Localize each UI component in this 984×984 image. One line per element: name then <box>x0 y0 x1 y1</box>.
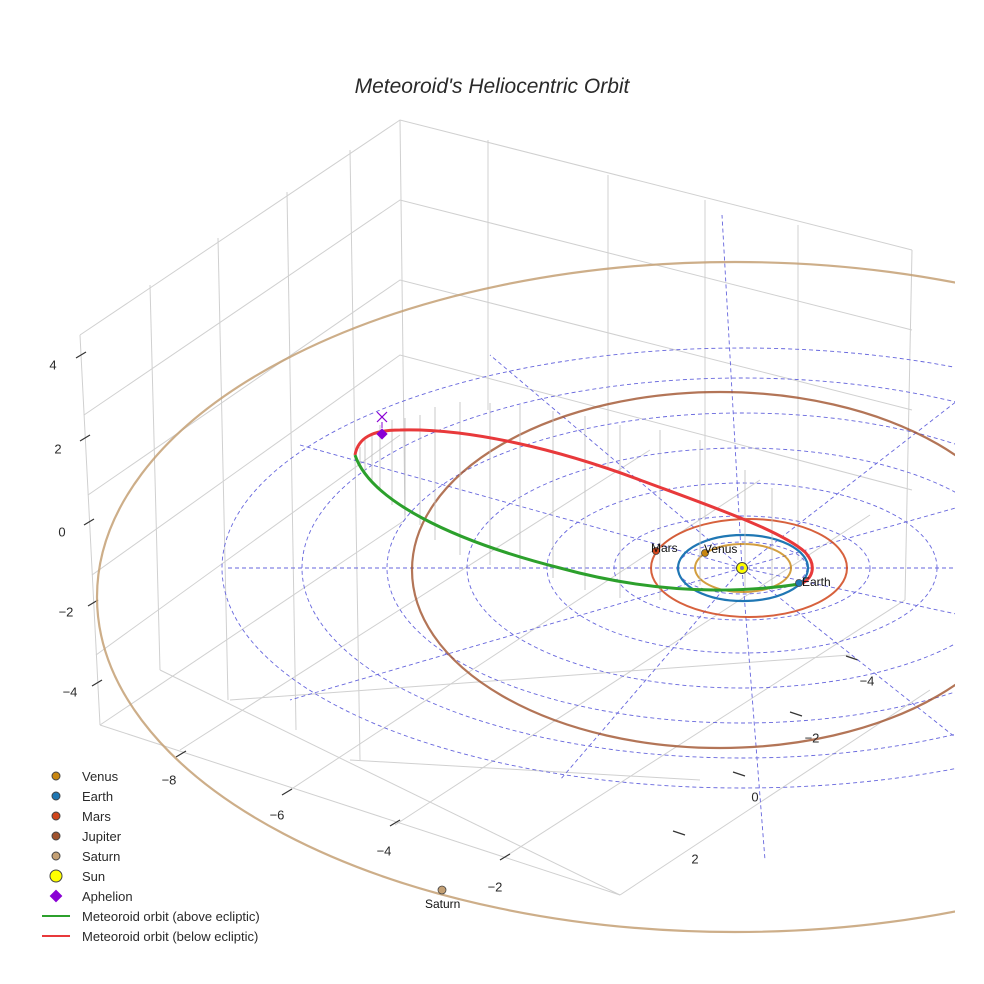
earth-marker[interactable] <box>795 579 803 587</box>
z-tick-label: 2 <box>54 441 62 457</box>
legend-label: Saturn <box>82 848 121 864</box>
x-tick-label: −6 <box>269 807 285 823</box>
legend-label: Jupiter <box>82 828 122 844</box>
legend-item-saturn[interactable]: Saturn <box>38 846 260 866</box>
legend-label: Venus <box>82 768 119 784</box>
mars-orbit <box>650 518 848 618</box>
aphelion-marker[interactable] <box>376 411 388 440</box>
venus-orbit <box>694 543 792 593</box>
y-tick-label: −2 <box>804 730 820 746</box>
x-tick-label: −8 <box>161 772 177 788</box>
saturn-orbit <box>96 261 955 933</box>
legend-label: Mars <box>82 808 111 824</box>
planet-orbits <box>96 261 955 933</box>
legend-item-sun[interactable]: Sun <box>38 866 260 886</box>
legend-label: Meteoroid orbit (below ecliptic) <box>82 928 259 944</box>
legend-label: Sun <box>82 868 106 884</box>
axis-ticks <box>75 351 859 861</box>
sun-dot-icon <box>49 869 63 883</box>
meteoroid-drop-lines <box>359 402 773 600</box>
z-tick-label: −4 <box>62 684 78 700</box>
meteoroid-orbit-above[interactable] <box>353 454 801 592</box>
legend-item-aphelion[interactable]: Aphelion <box>38 886 260 906</box>
venus-marker[interactable] <box>701 549 709 557</box>
earth-dot-icon <box>51 791 61 801</box>
z-tick-label: 0 <box>58 524 66 540</box>
legend: Venus Earth Mars Jupiter Saturn Sun Aphe… <box>38 766 260 946</box>
legend-label: Earth <box>82 788 114 804</box>
jupiter-orbit <box>410 390 955 750</box>
legend-item-jupiter[interactable]: Jupiter <box>38 826 260 846</box>
legend-item-venus[interactable]: Venus <box>38 766 260 786</box>
legend-item-orbit-above[interactable]: Meteoroid orbit (above ecliptic) <box>38 906 260 926</box>
z-tick-label: 4 <box>49 357 57 373</box>
venus-dot-icon <box>51 771 61 781</box>
y-tick-label: −4 <box>859 673 875 689</box>
legend-item-earth[interactable]: Earth <box>38 786 260 806</box>
mars-marker[interactable] <box>652 547 660 555</box>
green-line-icon <box>42 915 70 917</box>
x-tick-label: −4 <box>376 843 392 859</box>
legend-label: Aphelion <box>82 888 133 904</box>
legend-item-orbit-below[interactable]: Meteoroid orbit (below ecliptic) <box>38 926 260 946</box>
ecliptic-grid <box>221 214 955 861</box>
z-tick-label: −2 <box>58 604 74 620</box>
sun-marker[interactable] <box>736 562 748 574</box>
meteoroid-orbit-below[interactable] <box>353 428 814 586</box>
chart-title: Meteoroid's Heliocentric Orbit <box>354 75 630 98</box>
earth-orbit <box>676 533 810 603</box>
venus-label: Venus <box>704 542 738 556</box>
mars-label: Mars <box>651 541 678 555</box>
aphelion-diamond-icon <box>49 889 63 903</box>
saturn-dot-icon <box>51 851 61 861</box>
red-line-icon <box>42 935 70 937</box>
legend-label: Meteoroid orbit (above ecliptic) <box>82 908 260 924</box>
saturn-label: Saturn <box>425 897 461 911</box>
earth-label: Earth <box>802 575 831 589</box>
saturn-marker[interactable] <box>437 885 447 895</box>
y-tick-label: 0 <box>751 789 759 805</box>
y-tick-label: 2 <box>691 851 699 867</box>
jupiter-dot-icon <box>51 831 61 841</box>
legend-item-mars[interactable]: Mars <box>38 806 260 826</box>
x-tick-label: −2 <box>487 879 503 895</box>
mars-dot-icon <box>51 811 61 821</box>
